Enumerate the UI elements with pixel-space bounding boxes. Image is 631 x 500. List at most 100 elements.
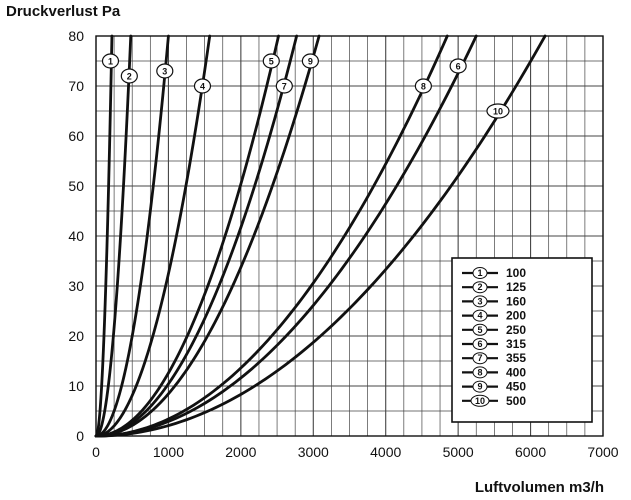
y-tick-label: 30 (68, 278, 84, 294)
series-marker-circle (275, 78, 293, 94)
legend-marker-label: 3 (477, 296, 482, 306)
series-marker-160: 3 (156, 63, 174, 79)
legend-marker-label: 7 (477, 353, 482, 363)
legend-marker-circle (472, 323, 488, 336)
x-tick-label: 5000 (443, 444, 474, 460)
series-marker-circle (193, 78, 212, 94)
x-tick-label: 4000 (370, 444, 401, 460)
y-tick-label: 0 (76, 428, 84, 444)
y-tick-label: 70 (68, 78, 84, 94)
legend-marker-circle (470, 394, 490, 407)
legend-marker-circle (472, 380, 488, 393)
legend-marker-circle (472, 281, 488, 294)
legend-entry-355: 7 355 (462, 351, 526, 365)
series-marker-circle (101, 53, 120, 69)
legend-label: 500 (506, 394, 526, 408)
legend-marker-label: 8 (477, 367, 482, 377)
series-marker-label: 4 (200, 81, 205, 91)
plot-frame (95, 35, 604, 437)
series-marker-circle (301, 53, 319, 69)
y-tick-label: 50 (68, 178, 84, 194)
series-line-355 (94, 34, 299, 438)
series-marker-450: 9 (301, 53, 319, 69)
x-tick-label: 7000 (587, 444, 618, 460)
legend-marker-circle (472, 338, 488, 350)
legend-label: 400 (506, 365, 526, 379)
legend-label: 250 (506, 323, 526, 337)
legend-marker-circle (472, 352, 488, 365)
x-axis-title: Luftvolumen m3/h (475, 479, 604, 496)
legend-label: 160 (506, 294, 526, 308)
series-line-200 (94, 34, 212, 438)
legend-marker-label: 6 (477, 339, 482, 349)
x-tick-label: 0 (92, 444, 100, 460)
series-marker-circle (486, 103, 510, 119)
legend-marker-circle (472, 366, 488, 379)
legend-entry-315: 6 315 (462, 337, 526, 351)
x-tick-label: 2000 (225, 444, 256, 460)
series-marker-circle (414, 78, 432, 94)
series-marker-500: 10 (486, 103, 510, 119)
series-marker-label: 2 (127, 71, 132, 81)
legend-marker-label: 4 (477, 311, 482, 321)
series-line-160 (94, 34, 170, 438)
legend-marker-circle (472, 267, 488, 279)
series-marker-label: 7 (282, 81, 287, 91)
legend-label: 125 (506, 280, 526, 294)
legend-label: 450 (506, 380, 526, 394)
legend-marker-label: 10 (475, 396, 485, 406)
legend-marker-label: 2 (477, 282, 482, 292)
legend-marker-label: 9 (477, 382, 482, 392)
x-tick-label: 1000 (153, 444, 184, 460)
series-marker-355: 7 (275, 78, 293, 94)
series-marker-circle (449, 58, 467, 74)
series-line-250 (94, 34, 280, 438)
x-tick-label: 6000 (515, 444, 546, 460)
legend-entry-125: 2 125 (462, 280, 526, 294)
series-marker-label: 5 (269, 56, 274, 66)
series-marker-label: 1 (108, 56, 113, 66)
series-line-100 (94, 34, 114, 438)
y-tick-label: 40 (68, 228, 84, 244)
series-marker-circle (156, 63, 174, 79)
series-line-125 (94, 34, 133, 438)
legend-label: 315 (506, 337, 526, 351)
series-marker-label: 3 (162, 66, 167, 76)
y-tick-label: 80 (68, 28, 84, 44)
legend-label: 355 (506, 351, 526, 365)
series-line-400 (94, 34, 449, 438)
y-axis-title: Druckverlust Pa (6, 3, 121, 20)
legend-marker-label: 1 (477, 268, 482, 278)
series-marker-circle (262, 53, 280, 69)
legend-entry-200: 4 200 (462, 309, 526, 323)
series-marker-400: 8 (414, 78, 432, 94)
series-marker-label: 6 (456, 61, 461, 71)
series-marker-label: 8 (421, 81, 426, 91)
legend-label: 100 (506, 266, 526, 280)
legend-marker-label: 5 (477, 325, 482, 335)
series-marker-315: 6 (449, 58, 467, 74)
series-marker-100: 1 (101, 53, 120, 69)
legend-entry-450: 9 450 (462, 380, 526, 394)
series-marker-200: 4 (193, 78, 212, 94)
legend-label: 200 (506, 309, 526, 323)
series-marker-label: 9 (308, 56, 313, 66)
legend-marker-circle (472, 309, 488, 322)
legend-marker-circle (472, 295, 488, 308)
series-line-450 (94, 34, 321, 438)
axes: 0 1000 2000 3000 4000 5000 6000 7000 0 10 20 30 40 50… (68, 28, 618, 460)
series-marker-label: 10 (493, 106, 503, 116)
series-line-315 (94, 34, 478, 438)
y-tick-label: 60 (68, 128, 84, 144)
legend-entry-100: 1 100 (462, 266, 526, 280)
series-marker-125: 2 (120, 68, 138, 84)
legend: 1 100 2 125 3 160 4 200 5 250 6 315 7 355 8 400 9 450 10 50… (451, 257, 593, 423)
legend-entry-500: 10 500 (462, 394, 526, 408)
x-tick-label: 3000 (298, 444, 329, 460)
y-tick-label: 20 (68, 328, 84, 344)
legend-entry-160: 3 160 (462, 294, 526, 308)
series-marker-250: 5 (262, 53, 280, 69)
curves (94, 34, 547, 438)
